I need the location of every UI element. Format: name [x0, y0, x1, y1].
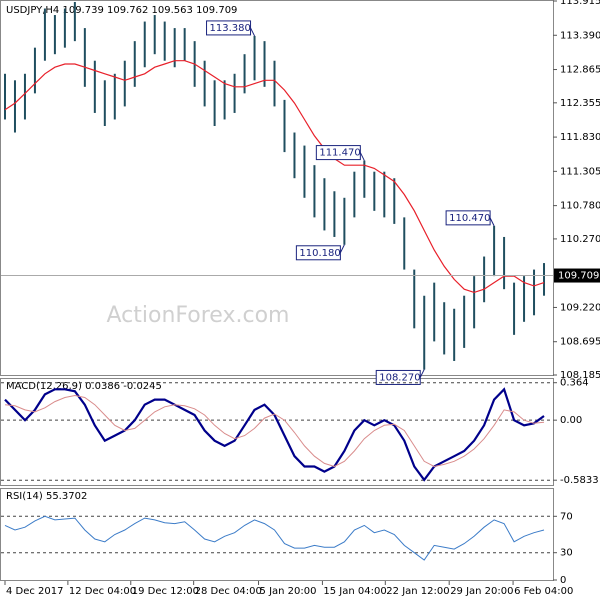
y-tick-label: 30 [560, 548, 573, 559]
last-price-label: 109.709 [558, 271, 599, 282]
x-tick-label: 6 Feb 04:00 [514, 586, 573, 597]
price-frame [0, 0, 554, 376]
annotation-leader [359, 152, 365, 161]
x-tick-label: 5 Jan 20:00 [260, 586, 317, 597]
series-line [4, 515, 545, 561]
x-tick-label: 28 Dec 04:00 [195, 586, 262, 597]
y-tick-label: 113.915 [560, 0, 600, 7]
y-tick-label: 0.00 [560, 415, 582, 426]
y-tick-label: 0 [560, 575, 566, 586]
y-tick-label: 111.305 [560, 166, 600, 177]
annotation-leader [339, 244, 345, 254]
rsi-frame [0, 488, 554, 581]
annotation-leader [419, 369, 425, 378]
annotation-label: 113.380 [210, 23, 251, 34]
y-tick-label: 110.780 [560, 201, 600, 212]
last-price-box [554, 268, 600, 283]
y-tick-label: 70 [560, 511, 573, 522]
macd-title: MACD(12,26,9) 0.0386 -0.0245 [6, 381, 162, 392]
y-tick-label: 108.185 [560, 370, 600, 381]
rsi-title: RSI(14) 55.3702 [6, 491, 87, 502]
macd-frame [0, 378, 554, 486]
series-line [4, 60, 545, 294]
y-tick-label: 0.364 [560, 378, 589, 389]
y-tick-label: 113.390 [560, 30, 600, 41]
annotation-leader [250, 27, 255, 37]
x-tick-label: 12 Dec 04:00 [69, 586, 136, 597]
annotation-label: 110.470 [449, 213, 490, 224]
annotation-leader [489, 217, 495, 227]
x-tick-label: 29 Jan 20:00 [450, 586, 513, 597]
price-title: USDJPY,H4 109.739 109.762 109.563 109.70… [6, 5, 237, 16]
y-tick-label: 112.355 [560, 98, 600, 109]
x-tick-label: 4 Dec 2017 [6, 586, 64, 597]
y-tick-label: -0.5833 [560, 475, 599, 486]
y-tick-label: 109.220 [560, 302, 600, 313]
watermark: ActionForex.com [107, 303, 290, 328]
y-tick-label: 108.695 [560, 337, 600, 348]
annotation-label: 110.180 [299, 248, 340, 259]
annotation-label: 108.270 [379, 372, 420, 383]
series-line [4, 387, 545, 482]
series-line [4, 394, 545, 468]
y-tick-label: 110.270 [560, 234, 600, 245]
y-tick-label: 112.865 [560, 65, 600, 76]
x-tick-label: 22 Jan 12:00 [386, 586, 449, 597]
x-tick-label: 19 Dec 12:00 [132, 586, 199, 597]
y-tick-label: 111.830 [560, 132, 600, 143]
annotation-label: 111.470 [319, 148, 360, 159]
x-tick-label: 15 Jan 04:00 [323, 586, 386, 597]
